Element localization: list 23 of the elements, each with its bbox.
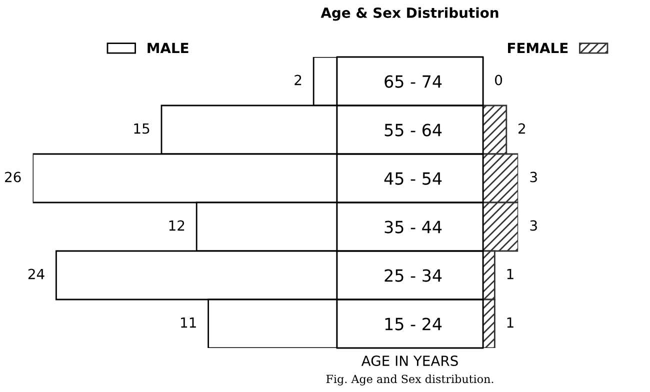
data-label: 2 — [294, 74, 302, 86]
data-label: 15 — [134, 123, 150, 134]
data-label: 0 — [495, 74, 502, 86]
data-label: 2 — [518, 123, 525, 134]
data-label: 24 — [28, 268, 44, 280]
legend-label: MALE — [148, 42, 188, 54]
data-label: 3 — [530, 220, 537, 231]
y-tick-label: 35 - 44 — [384, 220, 442, 234]
data-label: 3 — [530, 172, 537, 182]
text: Fig. Age and Sex distribution. — [326, 374, 494, 386]
data-label: 12 — [169, 220, 184, 231]
data-label: 1 — [507, 268, 514, 280]
x-axis-title: AGE IN YEARS — [361, 356, 458, 366]
y-tick-label: 15 - 24 — [385, 318, 442, 330]
chart-title: Age & Sex Distribution — [320, 7, 498, 21]
data-label: 11 — [181, 317, 196, 328]
legend-label: FEMALE — [508, 42, 568, 54]
y-tick-label: 45 - 54 — [384, 172, 442, 185]
y-tick-label: 55 - 64 — [384, 124, 442, 136]
data-label: 26 — [5, 172, 21, 182]
y-tick-label: 25 - 34 — [384, 269, 442, 282]
data-label: 1 — [507, 317, 514, 328]
y-tick-label: 65 - 74 — [384, 75, 442, 88]
